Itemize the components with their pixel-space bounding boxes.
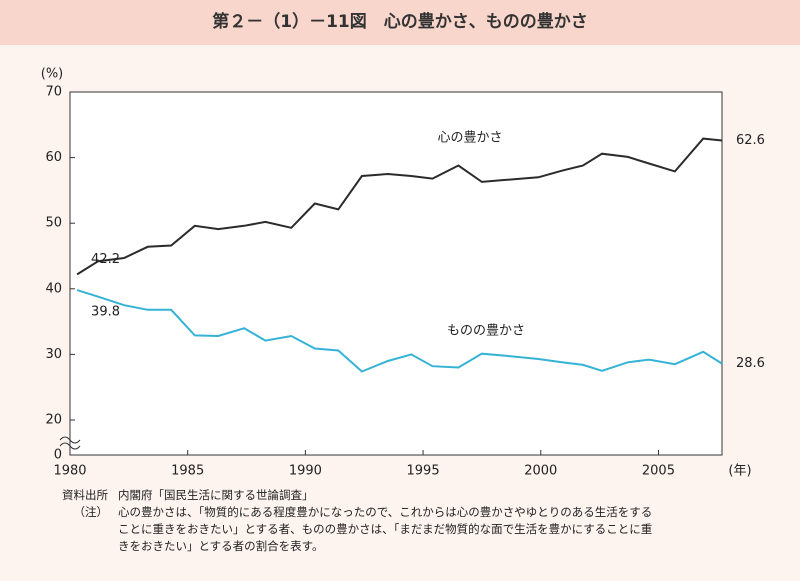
plot-frame bbox=[69, 91, 723, 456]
y-tick-label: 30 bbox=[45, 347, 62, 362]
series-label: 心の豊かさ bbox=[437, 131, 502, 146]
series-line bbox=[76, 289, 723, 373]
chart: (%) (年) 心の豊かさ ものの豊かさ 0 20 30 40 50 60 70 1980 19… bbox=[41, 67, 765, 479]
y-tick-label: 70 bbox=[45, 85, 62, 100]
x-tick-label: 2000 bbox=[524, 464, 557, 479]
x-tick-label: 2005 bbox=[642, 464, 675, 479]
source-label: 資料出所 bbox=[62, 488, 108, 502]
footer: 資料出所 内閣府「国民生活に関する世論調査」 （注） 心の豊かさは、「物質的にある程… bbox=[40, 487, 780, 555]
axis-break bbox=[59, 436, 81, 450]
note-label: （注） bbox=[73, 505, 109, 519]
y-tick-label: 40 bbox=[45, 281, 62, 296]
y-unit: (%) bbox=[41, 67, 64, 82]
x-tick-label: 1985 bbox=[171, 464, 204, 479]
value-label: 62.6 bbox=[736, 133, 765, 148]
value-label: 28.6 bbox=[736, 356, 765, 371]
x-unit: (年) bbox=[728, 464, 751, 479]
note-line: 心の豊かさは、「物質的にある程度豊かになったので、これからは心の豊かさやゆとりの… bbox=[118, 505, 653, 519]
note-line: ことに重きをおきたい」とする者、ものの豊かさは、「まだまだ物質的な面で生活を豊か… bbox=[118, 522, 653, 536]
y-tick-label: 50 bbox=[45, 216, 62, 231]
series-label: ものの豊かさ bbox=[447, 324, 525, 339]
y-tick-label: 60 bbox=[45, 150, 62, 165]
series-line bbox=[76, 137, 723, 276]
source: 内閣府「国民生活に関する世論調査」 bbox=[118, 488, 314, 502]
y-tick-label: 0 bbox=[54, 448, 62, 463]
note-line: きをおきたい」とする者の割合を表す。 bbox=[118, 539, 324, 553]
x-tick-label: 1995 bbox=[407, 464, 440, 479]
title: 第２－（1）－11図 心の豊かさ、ものの豊かさ bbox=[0, 0, 800, 45]
x-tick-label: 1980 bbox=[53, 464, 86, 479]
y-tick-label: 20 bbox=[45, 413, 62, 428]
value-label: 42.2 bbox=[91, 252, 120, 267]
value-label: 39.8 bbox=[91, 305, 120, 320]
notes: 心の豊かさは、「物質的にある程度豊かになったので、これからは心の豊かさやゆとりの… bbox=[118, 504, 652, 555]
x-tick-label: 1990 bbox=[289, 464, 322, 479]
